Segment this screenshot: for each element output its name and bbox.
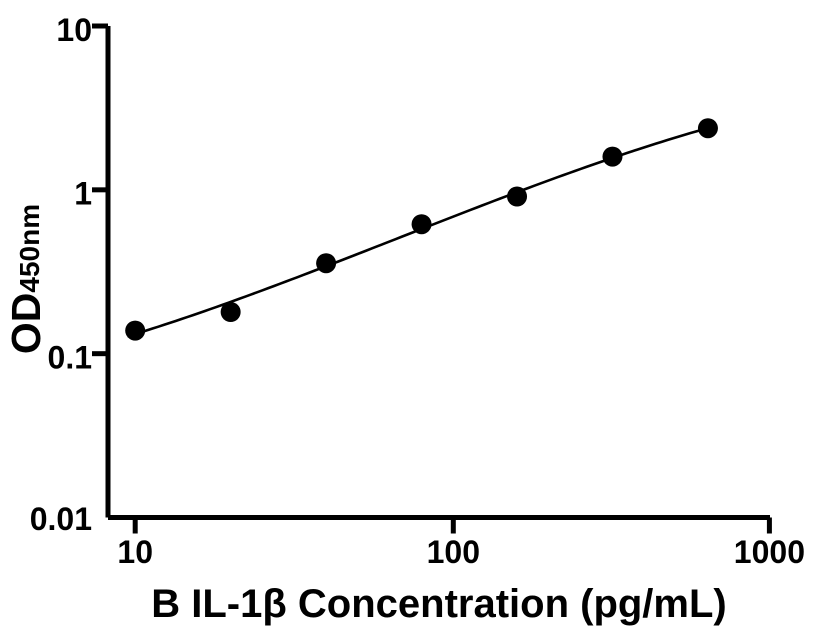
svg-text:1: 1 — [74, 176, 92, 212]
svg-text:B IL-1β Concentration (pg/mL): B IL-1β Concentration (pg/mL) — [151, 582, 727, 626]
svg-text:1000: 1000 — [734, 534, 805, 570]
svg-text:0.1: 0.1 — [48, 340, 92, 376]
svg-text:100: 100 — [427, 534, 480, 570]
svg-text:OD450nm: OD450nm — [3, 204, 49, 354]
svg-text:10: 10 — [117, 534, 153, 570]
svg-text:10: 10 — [56, 12, 92, 48]
svg-text:0.01: 0.01 — [30, 501, 92, 537]
